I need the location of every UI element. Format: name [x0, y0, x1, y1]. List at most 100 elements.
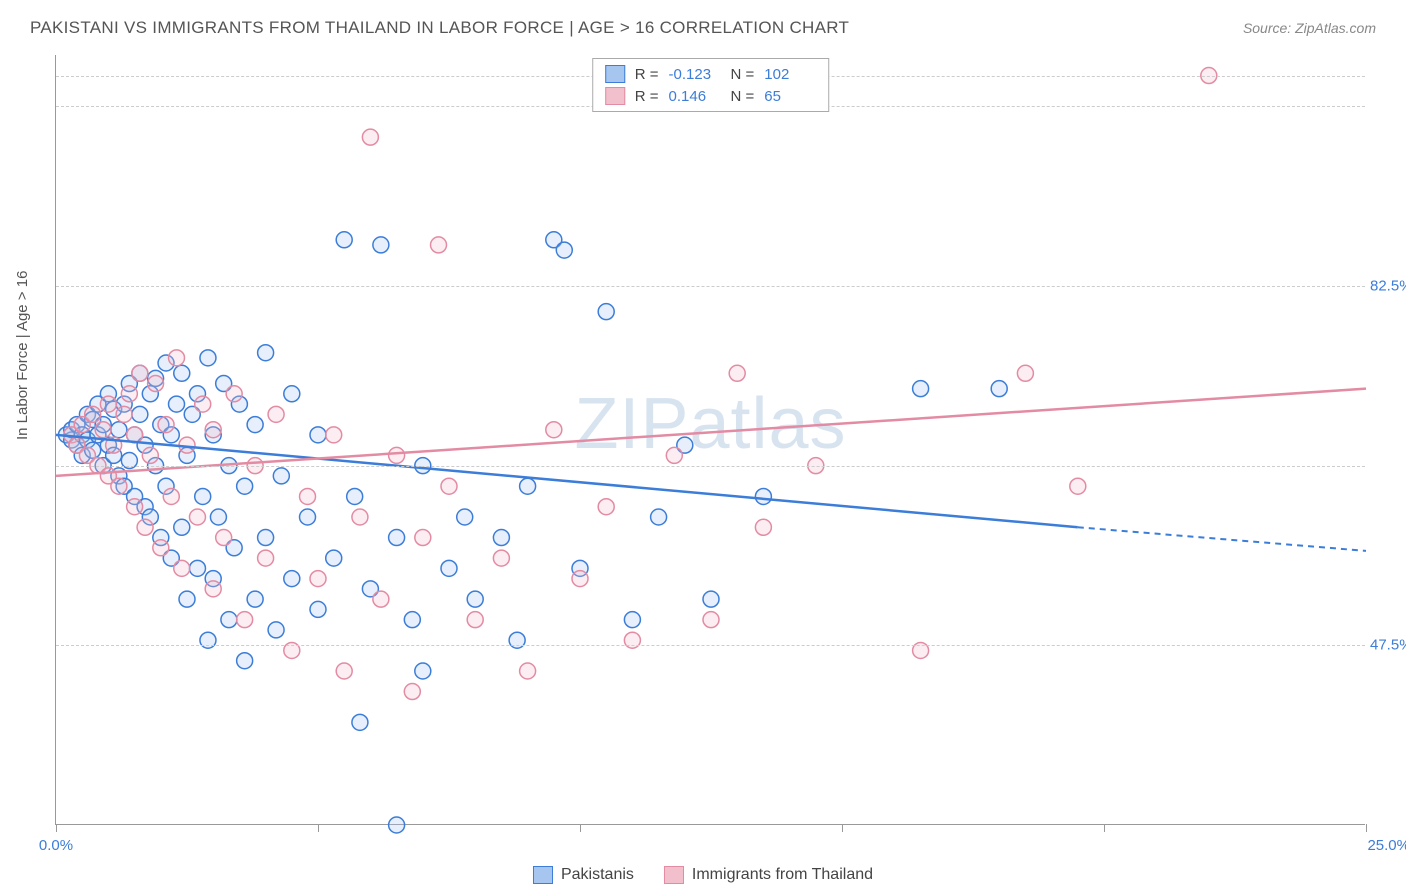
- data-point: [116, 406, 132, 422]
- data-point: [457, 509, 473, 525]
- data-point: [132, 406, 148, 422]
- data-point: [300, 488, 316, 504]
- x-tick-label: 25.0%: [1367, 837, 1406, 854]
- data-point: [624, 612, 640, 628]
- data-point: [373, 237, 389, 253]
- data-point: [389, 447, 405, 463]
- legend-row: R = -0.123 N = 102: [605, 63, 817, 85]
- data-point: [431, 237, 447, 253]
- data-point: [352, 509, 368, 525]
- legend-row: R = 0.146 N = 65: [605, 85, 817, 107]
- plot-area: ZIPatlas R = -0.123 N = 102 R = 0.146 N …: [55, 55, 1365, 825]
- data-point: [111, 422, 127, 438]
- chart-title: PAKISTANI VS IMMIGRANTS FROM THAILAND IN…: [30, 18, 849, 38]
- source-label: Source: ZipAtlas.com: [1243, 20, 1376, 36]
- data-point: [415, 530, 431, 546]
- data-point: [352, 714, 368, 730]
- x-tick-label: 0.0%: [39, 837, 73, 854]
- data-point: [210, 509, 226, 525]
- legend-item: Pakistanis: [533, 866, 634, 884]
- n-label: N =: [731, 66, 755, 83]
- data-point: [174, 560, 190, 576]
- data-point: [991, 381, 1007, 397]
- data-point: [300, 509, 316, 525]
- data-point: [268, 622, 284, 638]
- data-point: [520, 663, 536, 679]
- data-point: [1070, 478, 1086, 494]
- data-point: [546, 422, 562, 438]
- data-point: [415, 663, 431, 679]
- data-point: [404, 612, 420, 628]
- x-tick: [56, 824, 57, 832]
- legend-item: Immigrants from Thailand: [664, 866, 873, 884]
- data-point: [556, 242, 572, 258]
- legend-swatch-blue: [533, 866, 553, 884]
- data-point: [205, 581, 221, 597]
- gridline: [56, 645, 1365, 646]
- data-point: [310, 601, 326, 617]
- data-point: [326, 427, 342, 443]
- data-point: [195, 488, 211, 504]
- data-point: [163, 488, 179, 504]
- data-point: [237, 612, 253, 628]
- y-axis-label: In Labor Force | Age > 16: [14, 271, 31, 440]
- data-point: [493, 550, 509, 566]
- trend-line-extrapolated: [1078, 527, 1366, 551]
- r-label: R =: [635, 66, 659, 83]
- data-point: [755, 488, 771, 504]
- data-point: [268, 406, 284, 422]
- data-point: [404, 684, 420, 700]
- r-value: -0.123: [669, 66, 721, 83]
- x-tick: [1366, 824, 1367, 832]
- r-label: R =: [635, 88, 659, 105]
- data-point: [703, 612, 719, 628]
- data-point: [651, 509, 667, 525]
- data-point: [247, 417, 263, 433]
- data-point: [598, 499, 614, 515]
- correlation-legend: R = -0.123 N = 102 R = 0.146 N = 65: [592, 58, 830, 112]
- data-point: [284, 571, 300, 587]
- legend-label: Pakistanis: [561, 866, 634, 884]
- data-point: [755, 519, 771, 535]
- data-point: [273, 468, 289, 484]
- data-point: [258, 345, 274, 361]
- data-point: [258, 550, 274, 566]
- data-point: [189, 560, 205, 576]
- legend-swatch-blue: [605, 65, 625, 83]
- data-point: [100, 396, 116, 412]
- data-point: [153, 540, 169, 556]
- x-tick: [842, 824, 843, 832]
- data-point: [362, 129, 378, 145]
- x-tick: [318, 824, 319, 832]
- data-point: [389, 530, 405, 546]
- data-point: [703, 591, 719, 607]
- data-point: [598, 304, 614, 320]
- data-point: [913, 381, 929, 397]
- data-point: [1017, 365, 1033, 381]
- data-point: [200, 350, 216, 366]
- data-point: [121, 386, 137, 402]
- data-point: [441, 478, 457, 494]
- data-point: [158, 417, 174, 433]
- data-point: [95, 422, 111, 438]
- gridline: [56, 466, 1365, 467]
- data-point: [226, 386, 242, 402]
- data-point: [310, 427, 326, 443]
- data-point: [237, 653, 253, 669]
- data-point: [111, 478, 127, 494]
- data-point: [169, 396, 185, 412]
- scatter-svg: [56, 55, 1365, 824]
- data-point: [373, 591, 389, 607]
- title-bar: PAKISTANI VS IMMIGRANTS FROM THAILAND IN…: [30, 18, 1376, 38]
- data-point: [195, 396, 211, 412]
- data-point: [467, 591, 483, 607]
- data-point: [189, 509, 205, 525]
- data-point: [169, 350, 185, 366]
- x-tick: [580, 824, 581, 832]
- gridline: [56, 286, 1365, 287]
- data-point: [85, 406, 101, 422]
- data-point: [389, 817, 405, 833]
- legend-swatch-pink: [664, 866, 684, 884]
- data-point: [137, 519, 153, 535]
- data-point: [237, 478, 253, 494]
